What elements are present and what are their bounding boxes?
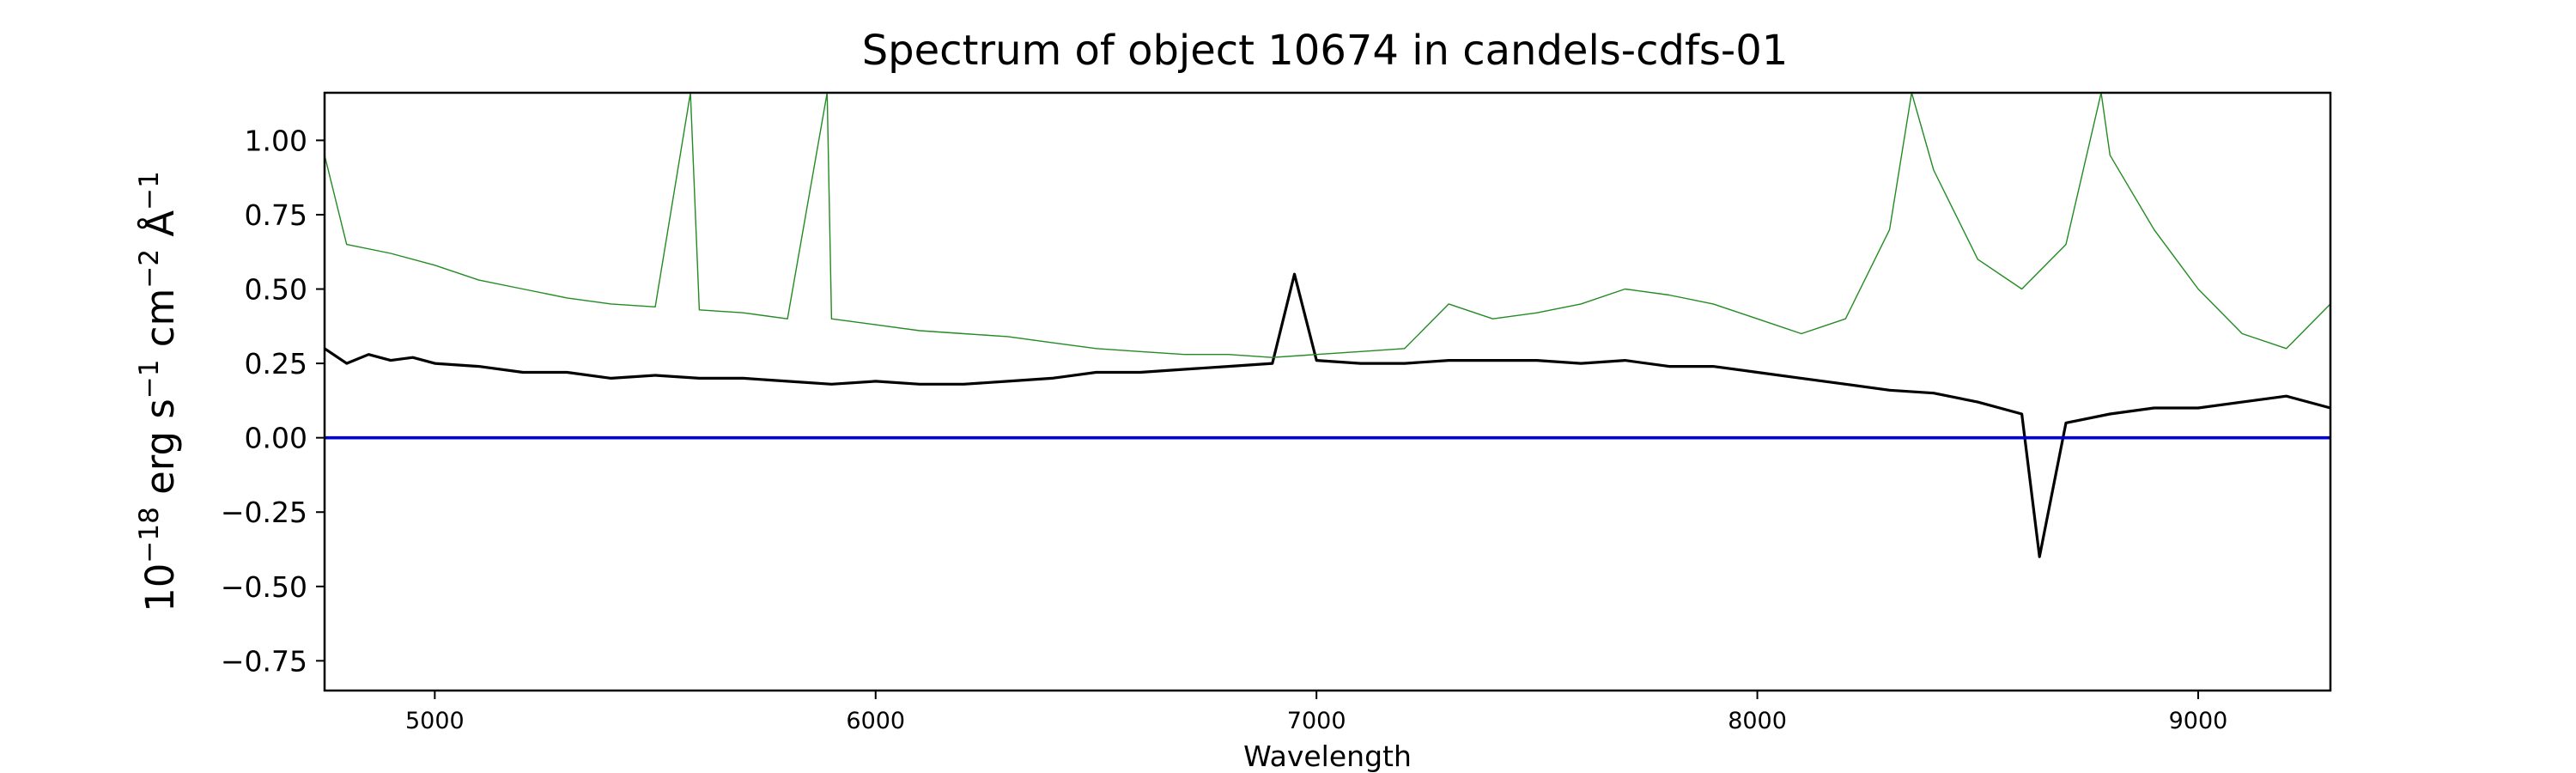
plot-area <box>325 93 2330 558</box>
series-line-2 <box>325 93 2330 358</box>
y-axis-ticks: 1.00 0.75 0.50 0.25 0.00 −0.25 −0.50 −0.75 <box>221 124 325 678</box>
y-label-unit-3: Å <box>137 210 183 249</box>
x-axis-ticks: 5000 6000 7000 8000 9000 <box>405 691 2227 734</box>
chart-title: Spectrum of object 10674 in candels-cdfs… <box>862 27 1789 75</box>
y-tick-label: −0.75 <box>221 644 307 678</box>
axes-frame <box>323 91 2332 692</box>
x-tick-label: 6000 <box>846 708 905 734</box>
y-tick-label: 1.00 <box>245 124 307 157</box>
y-tick-label: 0.75 <box>245 198 307 232</box>
y-label-base: 10 <box>137 563 183 612</box>
y-label-unit-2: cm <box>137 289 183 360</box>
y-label-exp-2: −2 <box>134 249 165 289</box>
y-tick-label: 0.25 <box>245 347 307 380</box>
y-tick-label: 0.50 <box>245 273 307 307</box>
x-axis-label: Wavelength <box>1243 740 1412 773</box>
y-label-exp-3: −1 <box>134 171 165 210</box>
series-line-1 <box>325 272 2330 558</box>
y-tick-label: −0.50 <box>221 570 307 604</box>
x-tick-label: 5000 <box>405 708 465 734</box>
x-tick-label: 8000 <box>1728 708 1787 734</box>
y-label-exp-1: −1 <box>134 359 165 399</box>
y-label-unit-1: erg s <box>137 399 183 507</box>
x-tick-label: 9000 <box>2169 708 2228 734</box>
x-tick-label: 7000 <box>1287 708 1346 734</box>
y-label-exp: −18 <box>134 507 165 563</box>
y-axis-label: 10−18 erg s−1 cm−2 Å−1 <box>134 171 183 612</box>
y-tick-label: −0.25 <box>221 496 307 529</box>
y-tick-label: 0.00 <box>245 422 307 455</box>
